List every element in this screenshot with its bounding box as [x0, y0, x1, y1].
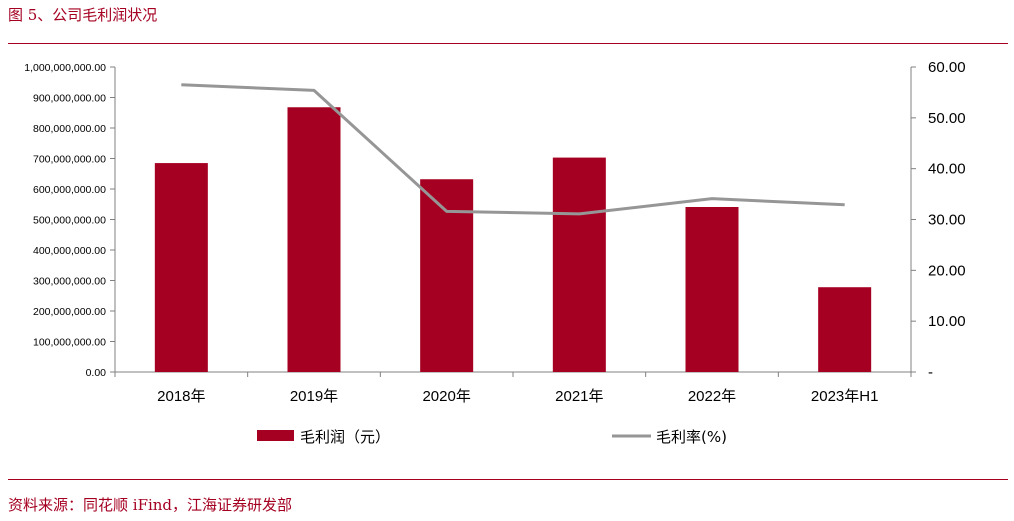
right-tick-label: 50.00: [928, 110, 966, 127]
footer-rule: [8, 479, 1008, 480]
x-tick-label: 2020年: [422, 388, 470, 405]
left-tick-label: 600,000,000.00: [33, 184, 106, 196]
x-tick-label: 2019年: [290, 388, 338, 405]
left-tick-label: 100,000,000.00: [33, 337, 106, 349]
left-tick-label: 400,000,000.00: [33, 245, 106, 257]
line-series: [181, 83, 845, 216]
bar: [685, 206, 739, 372]
chart-axes: [110, 66, 916, 377]
legend-bar-swatch: [257, 430, 294, 441]
legend-bar-label: 毛利润（元）: [300, 428, 390, 446]
left-tick-label: 500,000,000.00: [33, 215, 106, 227]
legend-line-label: 毛利率(%): [656, 428, 727, 446]
right-tick-label: -: [928, 364, 933, 381]
header-rule: [8, 43, 1008, 44]
left-tick-label: 1,000,000,000.00: [24, 62, 106, 74]
figure-title: 图 5、公司毛利润状况: [8, 6, 158, 24]
right-tick-label: 10.00: [928, 313, 966, 330]
source-note: 资料来源：同花顺 iFind，江海证券研发部: [8, 496, 293, 514]
right-tick-label: 60.00: [928, 59, 966, 76]
left-tick-label: 900,000,000.00: [33, 93, 106, 105]
x-tick-label: 2021年: [555, 388, 603, 405]
left-tick-label: 700,000,000.00: [33, 154, 106, 166]
bar: [287, 107, 341, 372]
left-tick-label: 0.00: [86, 367, 107, 379]
right-tick-label: 20.00: [928, 262, 966, 279]
x-tick-label: 2022年: [688, 388, 736, 405]
right-tick-label: 40.00: [928, 161, 966, 178]
x-tick-label: 2018年: [157, 388, 205, 405]
bar: [420, 179, 474, 372]
bar-series: [154, 107, 872, 372]
bar: [818, 287, 872, 372]
left-tick-label: 300,000,000.00: [33, 276, 106, 288]
right-tick-label: 30.00: [928, 212, 966, 229]
legend: 毛利润（元） 毛利率(%): [257, 428, 727, 446]
x-tick-label: 2023年H1: [811, 388, 879, 405]
bar: [552, 157, 606, 372]
left-tick-label: 200,000,000.00: [33, 306, 106, 318]
bar: [154, 163, 208, 372]
tick-labels: 0.00 100,000,000.00 200,000,000.00 300,000,…: [24, 59, 965, 405]
left-tick-label: 800,000,000.00: [33, 123, 106, 135]
line-path: [181, 83, 845, 216]
